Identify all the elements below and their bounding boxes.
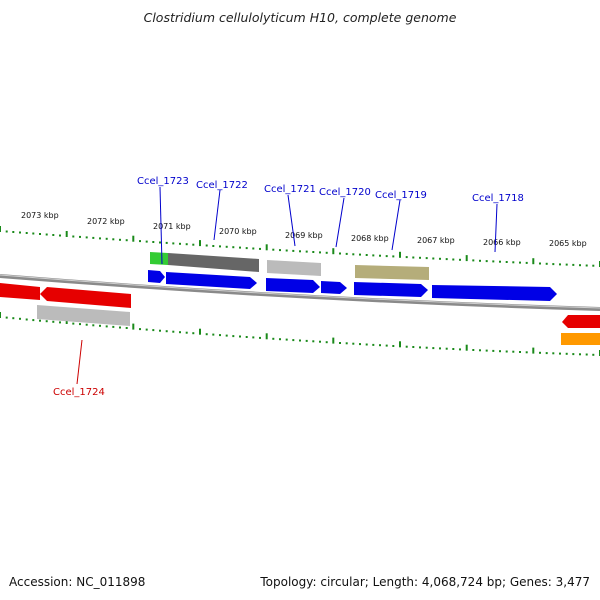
leader-ccel-1721	[287, 194, 296, 247]
scale-label: 2069 kbp	[285, 231, 323, 240]
outer-tick-track	[0, 226, 600, 267]
accession-text: Accession: NC_011898	[9, 575, 146, 589]
genome-backbone-highlight	[0, 274, 600, 309]
scale-label: 2066 kbp	[483, 238, 521, 247]
map-title: Clostridium cellulolyticum H10, complete…	[143, 10, 457, 25]
feature-dark-gray[interactable]	[168, 253, 259, 272]
cds-minus-track	[0, 283, 600, 328]
leader-ccel-1723	[159, 186, 163, 265]
scale-label: 2072 kbp	[87, 217, 125, 226]
feature-orange[interactable]	[561, 333, 600, 345]
scale-label: 2071 kbp	[153, 222, 191, 231]
cds-arrow-ccel-1720[interactable]	[321, 281, 347, 294]
leader-ccel-1720	[335, 197, 345, 248]
scale-label: 2067 kbp	[417, 236, 455, 245]
topology-summary: Topology: circular; Length: 4,068,724 bp…	[260, 575, 590, 589]
feature-light-gray-bottom[interactable]	[37, 305, 130, 326]
gene-label-ccel-1718[interactable]: Ccel_1718	[472, 193, 524, 204]
inner-tick-track	[0, 312, 600, 356]
scale-label: 2065 kbp	[549, 239, 587, 248]
gene-label-ccel-1721[interactable]: Ccel_1721	[264, 184, 316, 195]
cds-arrow-ccel-1718[interactable]	[432, 285, 557, 301]
leader-ccel-1718	[494, 203, 498, 253]
cds-plus-track	[148, 270, 557, 301]
feature-track-bottom	[37, 305, 600, 345]
feature-light-gray[interactable]	[267, 260, 321, 276]
cds-arrow-right-edge[interactable]	[562, 315, 600, 328]
leader-ccel-1722	[213, 189, 221, 241]
label-leaders	[76, 186, 498, 385]
gene-label-ccel-1719[interactable]: Ccel_1719	[375, 190, 427, 201]
leader-ccel-1724	[76, 339, 83, 385]
genome-backbone	[0, 274, 600, 311]
scale-label: 2068 kbp	[351, 234, 389, 243]
feature-olive[interactable]	[355, 265, 429, 280]
gene-label-ccel-1720[interactable]: Ccel_1720	[319, 187, 371, 198]
gene-label-ccel-1724[interactable]: Ccel_1724	[53, 387, 105, 398]
scale-label: 2070 kbp	[219, 227, 257, 236]
scale-label: 2073 kbp	[21, 211, 59, 220]
cds-arrow-ccel-1724[interactable]	[40, 287, 131, 308]
cds-arrow-ccel-1722[interactable]	[166, 272, 257, 289]
cds-arrow-ccel-1719[interactable]	[354, 282, 428, 297]
scale-labels: 2073 kbp 2072 kbp 2071 kbp 2070 kbp 2069…	[21, 211, 587, 248]
gene-label-ccel-1723[interactable]: Ccel_1723	[137, 176, 189, 187]
cds-arrow-ccel-1723[interactable]	[148, 270, 165, 283]
gene-labels: Ccel_1723 Ccel_1722 Ccel_1721 Ccel_1720 …	[53, 176, 524, 398]
cds-arrow-minus[interactable]	[0, 283, 40, 300]
feature-track-top	[150, 252, 429, 280]
gene-label-ccel-1722[interactable]: Ccel_1722	[196, 180, 248, 191]
cds-arrow-ccel-1721[interactable]	[266, 278, 320, 293]
leader-ccel-1719	[391, 199, 401, 251]
feature-green[interactable]	[150, 252, 168, 265]
